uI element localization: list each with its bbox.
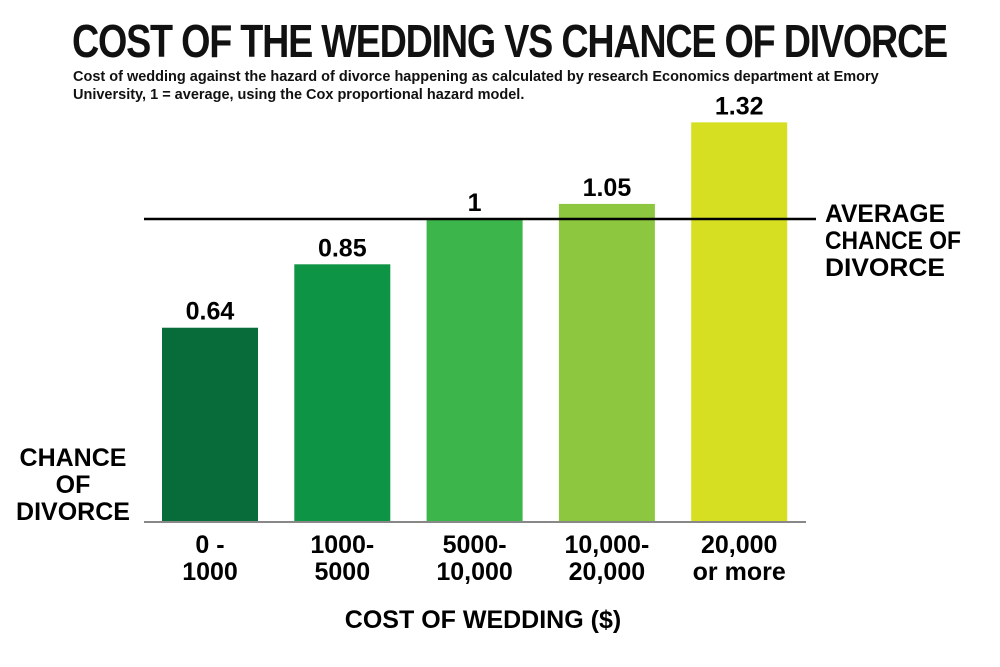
data-label: 1 xyxy=(468,189,482,217)
bar xyxy=(426,219,523,521)
reference-line-label: DIVORCE xyxy=(825,254,945,282)
x-tick-label: 5000 xyxy=(314,558,370,586)
bar xyxy=(162,327,258,521)
reference-line-label: CHANCE OF xyxy=(825,227,961,255)
data-label: 0.64 xyxy=(186,298,235,326)
x-tick-label: 20,000 xyxy=(701,531,777,559)
data-label: 1.05 xyxy=(583,174,632,202)
x-tick-label: 1000- xyxy=(310,531,374,559)
x-tick-label: 0 - xyxy=(195,531,224,559)
bar xyxy=(558,203,655,521)
reference-line-label: AVERAGE xyxy=(825,200,945,228)
data-label: 1.32 xyxy=(715,92,764,120)
chart-title: COST OF THE WEDDING VS CHANCE OF DIVORCE xyxy=(72,15,948,67)
bar xyxy=(691,122,788,522)
bar xyxy=(294,264,391,521)
x-tick-label: 20,000 xyxy=(569,558,645,586)
x-tick-label: 10,000- xyxy=(565,531,650,559)
chart-subtitle: Cost of wedding against the hazard of di… xyxy=(73,69,879,103)
y-axis-label: CHANCE xyxy=(20,444,127,472)
y-axis-label: DIVORCE xyxy=(16,498,130,526)
x-tick-label: 5000- xyxy=(443,531,507,559)
x-tick-label: 10,000 xyxy=(436,558,512,586)
y-axis-label: OF xyxy=(56,471,91,499)
x-axis-label: COST OF WEDDING ($) xyxy=(345,606,621,634)
data-label: 0.85 xyxy=(318,234,367,262)
x-tick-label: or more xyxy=(693,558,786,586)
x-tick-label: 1000 xyxy=(182,558,238,586)
